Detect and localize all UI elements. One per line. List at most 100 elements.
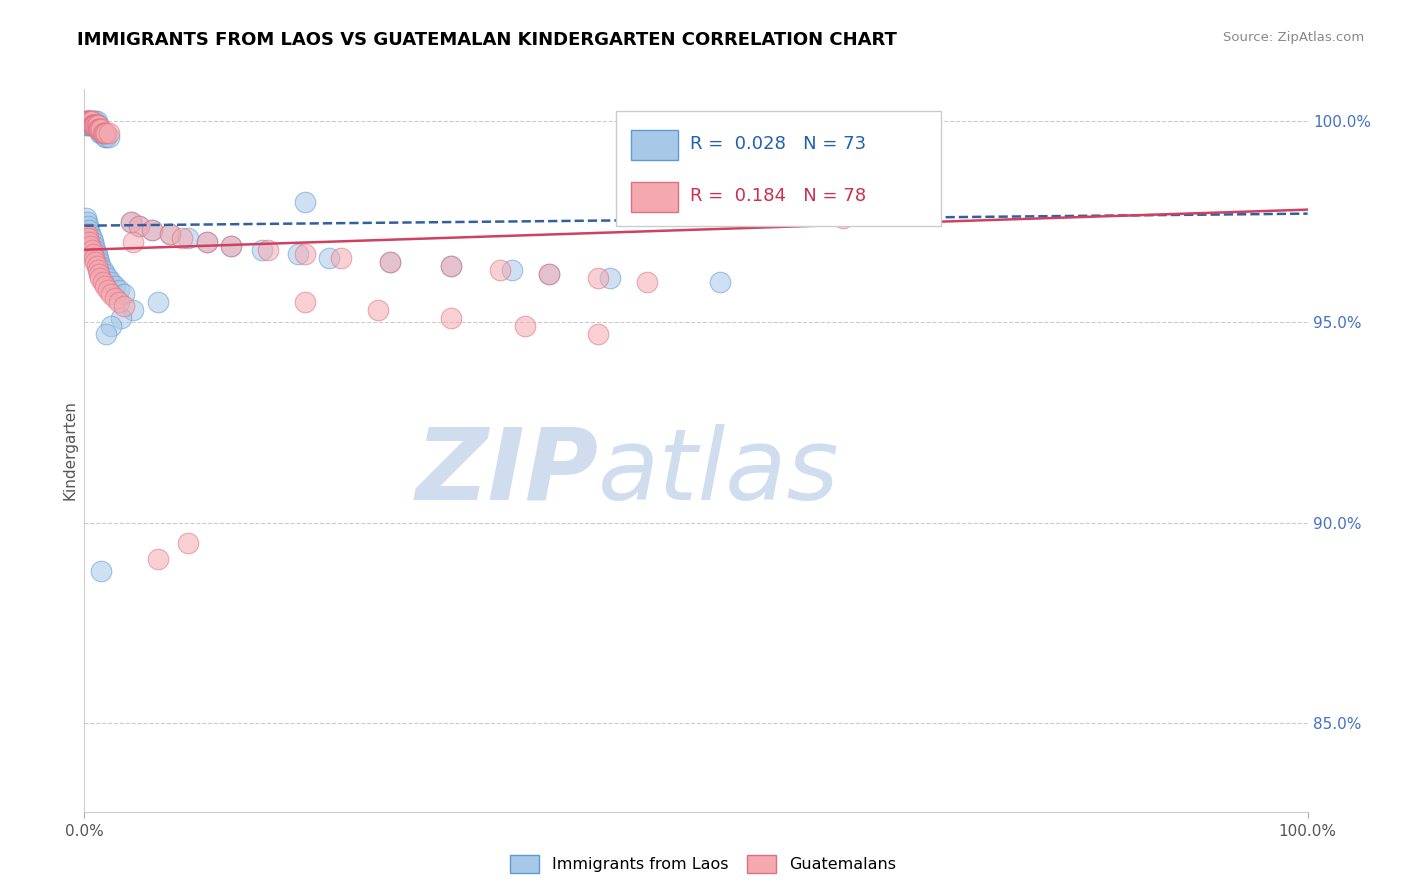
- Point: [87, 119, 110, 133]
- Point: [96, 127, 118, 141]
- Point: [685, 199, 707, 213]
- Point: [87, 122, 110, 136]
- Point: [96, 130, 118, 145]
- Point: [82, 119, 104, 133]
- Point: [112, 287, 135, 301]
- Point: [440, 259, 463, 273]
- Point: [294, 194, 316, 209]
- Point: [79, 114, 101, 128]
- Point: [79, 114, 101, 128]
- Point: [77, 119, 100, 133]
- Point: [75, 227, 97, 241]
- Point: [82, 247, 104, 261]
- Point: [107, 283, 129, 297]
- Point: [440, 259, 463, 273]
- Point: [83, 239, 105, 253]
- Point: [599, 271, 621, 285]
- Text: Source: ZipAtlas.com: Source: ZipAtlas.com: [1223, 31, 1364, 45]
- Point: [91, 263, 114, 277]
- Point: [90, 122, 112, 136]
- Point: [76, 114, 98, 128]
- Point: [112, 299, 135, 313]
- Point: [120, 215, 142, 229]
- Y-axis label: Kindergarten: Kindergarten: [62, 401, 77, 500]
- Point: [97, 127, 120, 141]
- Point: [87, 251, 110, 265]
- Point: [82, 235, 104, 249]
- Point: [77, 114, 100, 128]
- Point: [83, 114, 105, 128]
- Point: [83, 251, 105, 265]
- Point: [783, 207, 806, 221]
- Point: [80, 231, 103, 245]
- Point: [250, 243, 273, 257]
- Point: [709, 275, 731, 289]
- Point: [97, 283, 120, 297]
- Point: [76, 114, 98, 128]
- Point: [83, 119, 105, 133]
- Point: [330, 251, 353, 265]
- Point: [89, 271, 111, 285]
- Point: [219, 239, 242, 253]
- Point: [294, 295, 316, 310]
- Point: [586, 327, 609, 342]
- Point: [93, 127, 115, 141]
- Text: R =  0.028   N = 73: R = 0.028 N = 73: [690, 135, 866, 153]
- FancyBboxPatch shape: [631, 182, 678, 212]
- Point: [97, 271, 120, 285]
- FancyBboxPatch shape: [631, 129, 678, 160]
- Point: [76, 114, 98, 128]
- Point: [83, 119, 105, 133]
- Point: [84, 114, 107, 128]
- Point: [159, 227, 181, 241]
- Point: [87, 122, 110, 136]
- Point: [100, 275, 122, 289]
- Point: [87, 255, 110, 269]
- Point: [110, 311, 132, 326]
- Point: [195, 235, 218, 249]
- Point: [219, 239, 242, 253]
- Point: [94, 127, 117, 141]
- Point: [84, 119, 107, 133]
- Point: [75, 119, 97, 133]
- Point: [159, 227, 181, 241]
- Point: [100, 319, 122, 334]
- Point: [77, 223, 100, 237]
- Point: [83, 119, 105, 133]
- Point: [80, 119, 103, 133]
- Point: [318, 251, 340, 265]
- Point: [146, 295, 169, 310]
- Point: [636, 275, 658, 289]
- Point: [79, 227, 101, 241]
- Point: [104, 279, 127, 293]
- Point: [94, 279, 117, 293]
- Point: [75, 114, 97, 128]
- Point: [80, 114, 103, 128]
- Point: [89, 259, 111, 273]
- Point: [380, 255, 402, 269]
- Point: [91, 127, 114, 141]
- FancyBboxPatch shape: [616, 111, 941, 227]
- Point: [77, 114, 100, 128]
- Point: [502, 263, 524, 277]
- Point: [734, 202, 756, 217]
- Point: [120, 215, 142, 229]
- Legend: Immigrants from Laos, Guatemalans: Immigrants from Laos, Guatemalans: [503, 848, 903, 880]
- Point: [80, 119, 103, 133]
- Point: [146, 552, 169, 566]
- Point: [489, 263, 512, 277]
- Point: [87, 122, 110, 136]
- Point: [77, 219, 100, 233]
- Point: [367, 303, 389, 318]
- Point: [87, 122, 110, 136]
- Point: [94, 130, 117, 145]
- Point: [76, 227, 98, 241]
- Point: [831, 211, 853, 225]
- Point: [86, 119, 108, 133]
- Point: [122, 235, 145, 249]
- Point: [86, 259, 108, 273]
- Point: [75, 211, 97, 225]
- Point: [97, 130, 120, 145]
- Point: [77, 235, 100, 249]
- Point: [96, 327, 118, 342]
